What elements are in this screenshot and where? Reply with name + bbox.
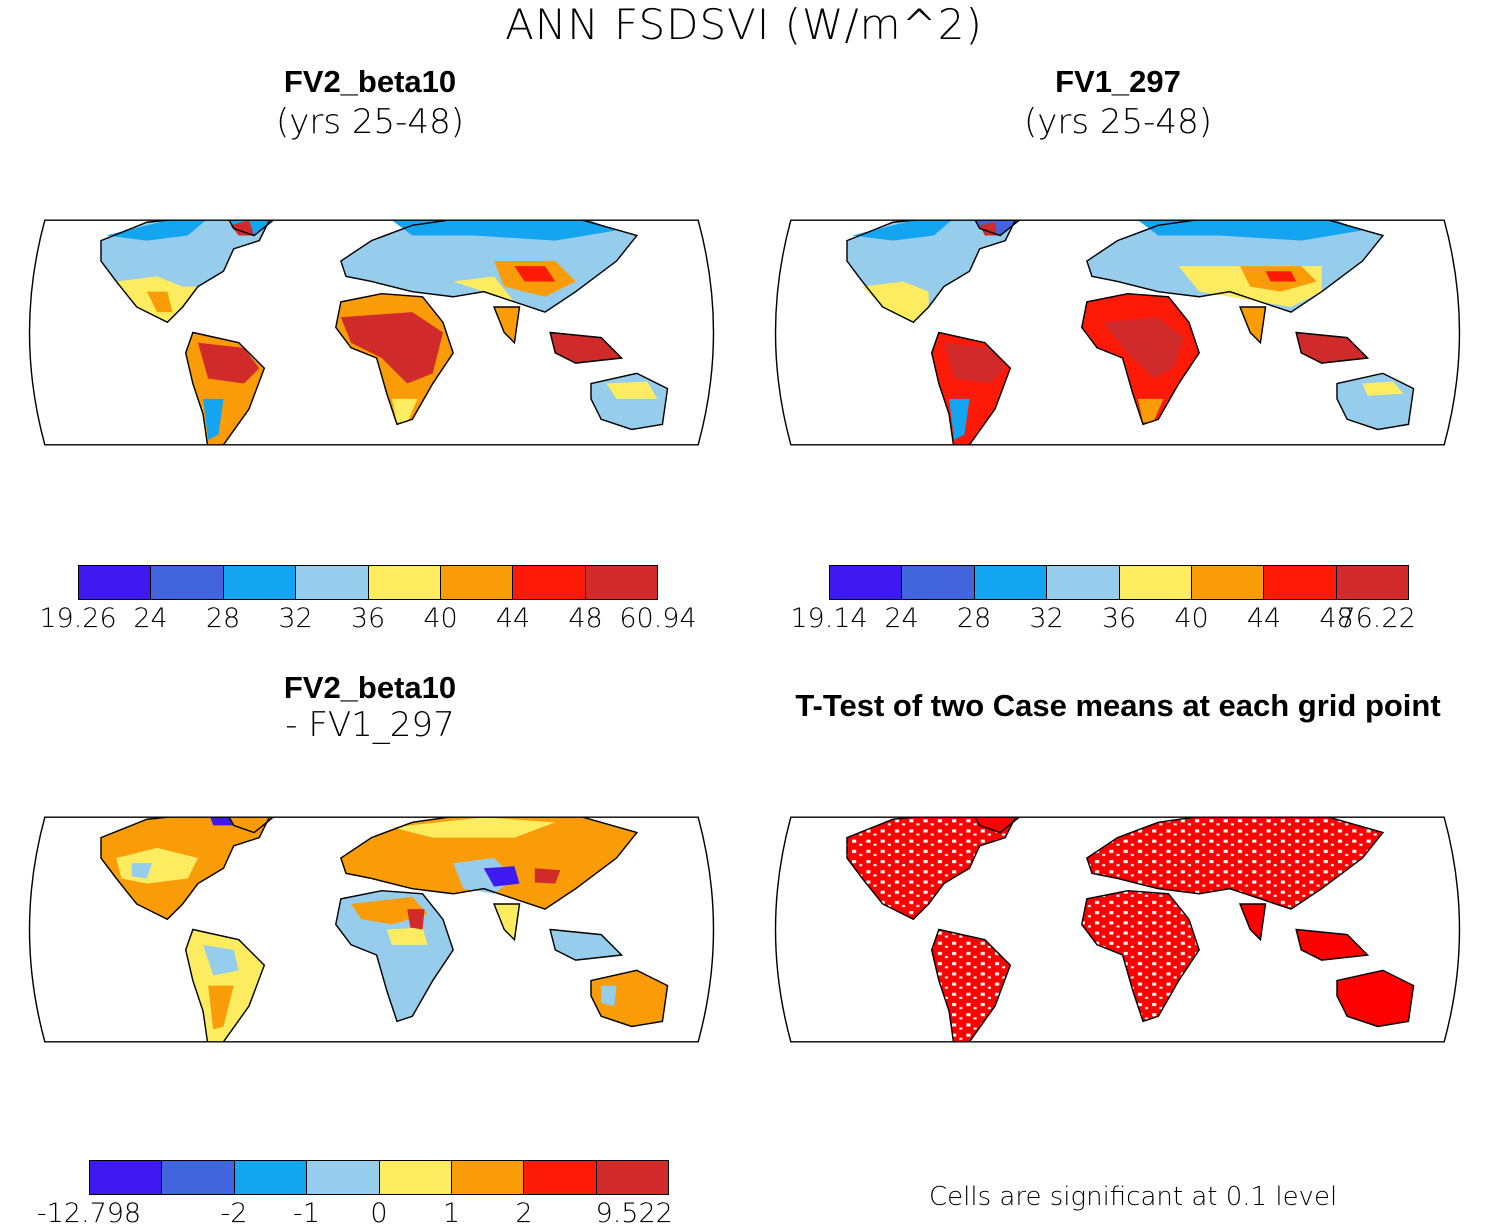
- colorbar-tick: 0: [370, 1198, 388, 1229]
- colorbar-tick: 40: [423, 603, 458, 634]
- colorbar-tick: 76.22: [1338, 603, 1416, 634]
- colorbar-tick: 24: [884, 603, 919, 634]
- colorbar-tick: 1: [442, 1198, 461, 1229]
- colorbar-tl-labels: 19.26 24 28 32 36 40 44 48 60.94: [39, 603, 696, 637]
- significance-note: Cells are significant at 0.1 level: [929, 1182, 1338, 1212]
- panel-tr-title: FV1_297: [1055, 64, 1181, 99]
- panel-tl-subtitle: (yrs 25-48): [276, 102, 464, 142]
- panel-tr-subtitle: (yrs 25-48): [1024, 102, 1212, 142]
- panel-tl-map: [28, 219, 715, 446]
- colorbar-tick: 32: [278, 603, 313, 634]
- panel-br-map: [774, 816, 1461, 1043]
- colorbar-tick: 60.94: [619, 603, 697, 634]
- colorbar-tick: -12.798: [36, 1198, 142, 1229]
- colorbar-bl-labels: -12.798 -2 -1 0 1 2 9.522: [37, 1198, 673, 1232]
- colorbar-tick: 19.26: [39, 603, 117, 634]
- colorbar-tick: 36: [350, 603, 386, 634]
- panel-tr-map: [774, 219, 1461, 446]
- colorbar-tick: 48: [1319, 603, 1354, 634]
- panel-bl-subtitle: - FV1_297: [285, 705, 455, 745]
- colorbar-tick: 28: [205, 603, 241, 634]
- colorbar-tr-labels: 19.14 24 28 32 36 40 44 48 76.22: [790, 603, 1415, 637]
- colorbar-tick: 2: [515, 1198, 533, 1229]
- colorbar-tr: [829, 565, 1409, 600]
- panel-br-title: T-Test of two Case means at each grid po…: [795, 688, 1441, 723]
- colorbar-tick: 32: [1029, 603, 1064, 634]
- colorbar-tl: [78, 565, 658, 600]
- colorbar-tick: -2: [220, 1198, 248, 1229]
- colorbar-tick: 9.522: [595, 1198, 673, 1229]
- panel-tl-title: FV2_beta10: [283, 64, 457, 99]
- colorbar-tick: 19.14: [790, 603, 868, 634]
- colorbar-tick: 40: [1174, 603, 1209, 634]
- colorbar-tick: 44: [1246, 603, 1282, 634]
- panel-bl-map: [28, 816, 715, 1043]
- colorbar-tick: 48: [568, 603, 603, 634]
- colorbar-tick: 44: [495, 603, 531, 634]
- figure-title: ANN FSDSVI (W/m^2): [505, 0, 983, 49]
- colorbar-tick: -1: [293, 1198, 320, 1229]
- colorbar-tick: 28: [956, 603, 992, 634]
- colorbar-tick: 36: [1101, 603, 1137, 634]
- colorbar-tick: 24: [133, 603, 168, 634]
- panel-bl-title: FV2_beta10: [283, 670, 457, 705]
- colorbar-bl: [89, 1160, 669, 1195]
